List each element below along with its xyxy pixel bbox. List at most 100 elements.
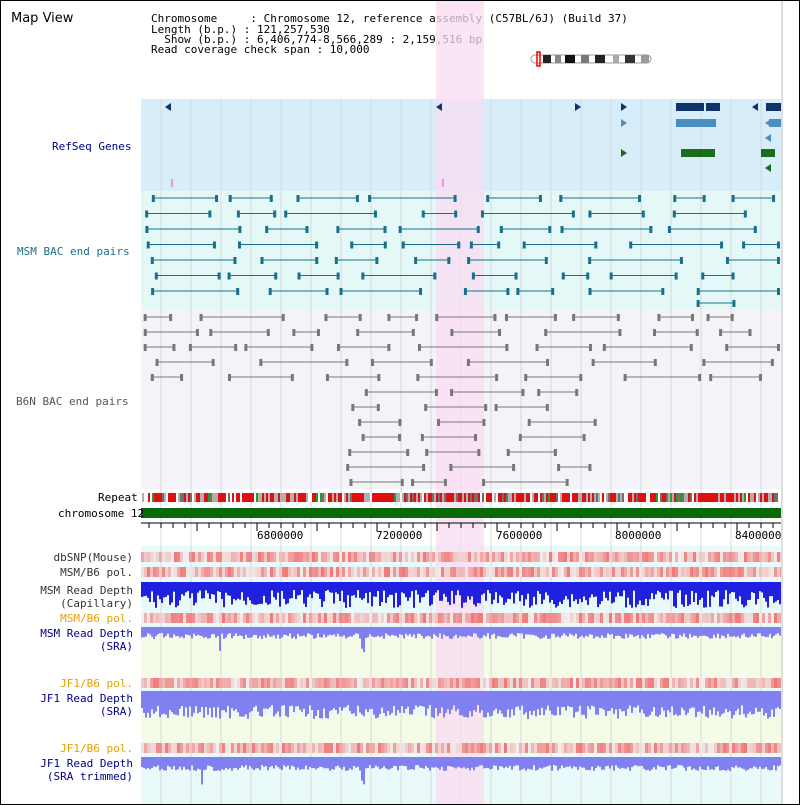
heat-cell <box>549 613 552 623</box>
depth-bar <box>339 757 341 768</box>
depth-bar <box>571 582 573 595</box>
heat-cell <box>489 678 492 688</box>
chromosome-bar[interactable] <box>141 508 781 518</box>
depth-bar <box>471 691 473 717</box>
heat-cell <box>573 567 576 577</box>
repeat-segment <box>180 493 182 502</box>
bac-end-mark <box>637 195 641 202</box>
heat-cell <box>609 678 612 688</box>
repeat-segment <box>438 493 440 502</box>
heat-cell <box>171 678 174 688</box>
heat-cell <box>510 743 513 753</box>
depth-bar <box>169 582 171 605</box>
depth-bar <box>153 582 155 603</box>
depth-bar <box>363 582 365 599</box>
depth-bar <box>693 627 695 636</box>
depth-bar <box>591 691 593 706</box>
heat-cell <box>186 678 189 688</box>
bac-end-mark <box>777 257 780 264</box>
repeat-segment <box>454 493 456 502</box>
depth-bar <box>303 757 305 770</box>
bac-end-mark <box>706 314 710 321</box>
depth-bar <box>569 627 571 634</box>
depth-bar <box>713 627 715 635</box>
highlight-region[interactable] <box>436 1 484 805</box>
heat-cell <box>525 743 528 753</box>
heat-cell <box>774 552 777 562</box>
depth-bar <box>553 757 555 766</box>
heat-cell <box>327 678 330 688</box>
depth-bar <box>477 691 479 706</box>
heat-cell <box>435 743 438 753</box>
heat-cell <box>141 552 144 562</box>
depth-bar <box>697 757 699 771</box>
heat-cell <box>702 678 705 688</box>
depth-bar <box>461 582 463 608</box>
bac-end-mark <box>315 257 319 264</box>
depth-bar <box>271 627 273 637</box>
depth-bar <box>553 582 555 605</box>
heat-cell <box>726 743 729 753</box>
heat-cell <box>507 552 510 562</box>
heat-cell <box>507 743 510 753</box>
repeat-segment <box>546 493 548 502</box>
depth-bar <box>203 757 205 771</box>
depth-bar <box>629 582 631 605</box>
depth-bar <box>663 627 665 635</box>
bac-end-mark <box>602 344 606 351</box>
heat-cell <box>288 567 291 577</box>
chromosome-ideogram[interactable] <box>529 51 655 67</box>
heat-cell <box>306 552 309 562</box>
depth-bar <box>515 627 517 637</box>
heat-cell <box>183 567 186 577</box>
depth-bar <box>549 691 551 711</box>
heat-cell <box>549 743 552 753</box>
repeat-segment <box>718 493 720 502</box>
heat-cell <box>156 678 159 688</box>
depth-bar <box>693 582 695 602</box>
depth-bar <box>643 757 645 769</box>
heat-cell <box>201 552 204 562</box>
depth-bar <box>761 582 763 593</box>
heat-cell <box>441 552 444 562</box>
bac-end-mark <box>484 404 488 411</box>
heat-cell <box>243 552 246 562</box>
heat-cell <box>366 567 369 577</box>
heat-cell <box>378 552 381 562</box>
heat-cell <box>645 743 648 753</box>
heat-cell <box>399 552 402 562</box>
heat-cell <box>474 743 477 753</box>
depth-bar <box>369 691 371 710</box>
depth-bar <box>231 691 233 709</box>
bac-end-mark <box>454 210 458 218</box>
depth-bar <box>447 757 449 766</box>
heat-cell <box>417 567 420 577</box>
depth-bar <box>561 757 563 766</box>
repeat-segment <box>626 493 628 502</box>
heat-cell <box>291 552 294 562</box>
heat-cell <box>252 567 255 577</box>
depth-bar <box>553 691 555 716</box>
bac-end-mark <box>236 210 240 218</box>
bac-end-mark <box>557 464 561 471</box>
depth-bar <box>203 691 205 718</box>
depth-bar <box>449 582 451 606</box>
heat-cell <box>681 678 684 688</box>
repeat-segment <box>592 493 594 502</box>
repeat-segment <box>548 493 550 502</box>
depth-bar <box>241 757 243 766</box>
heat-cell <box>564 678 567 688</box>
repeat-segment <box>248 493 250 502</box>
depth-bar <box>143 757 145 768</box>
heat-cell <box>486 743 489 753</box>
depth-bar <box>537 691 539 710</box>
depth-bar <box>465 627 467 638</box>
label-msm-depth-capillary: MSM Read Depth <box>40 584 133 597</box>
heat-cell <box>159 552 162 562</box>
tick-label-1: 7200000 <box>376 529 423 542</box>
heat-cell <box>483 678 486 688</box>
depth-bar <box>391 757 393 768</box>
heat-cell <box>399 678 402 688</box>
depth-bar <box>191 627 193 639</box>
